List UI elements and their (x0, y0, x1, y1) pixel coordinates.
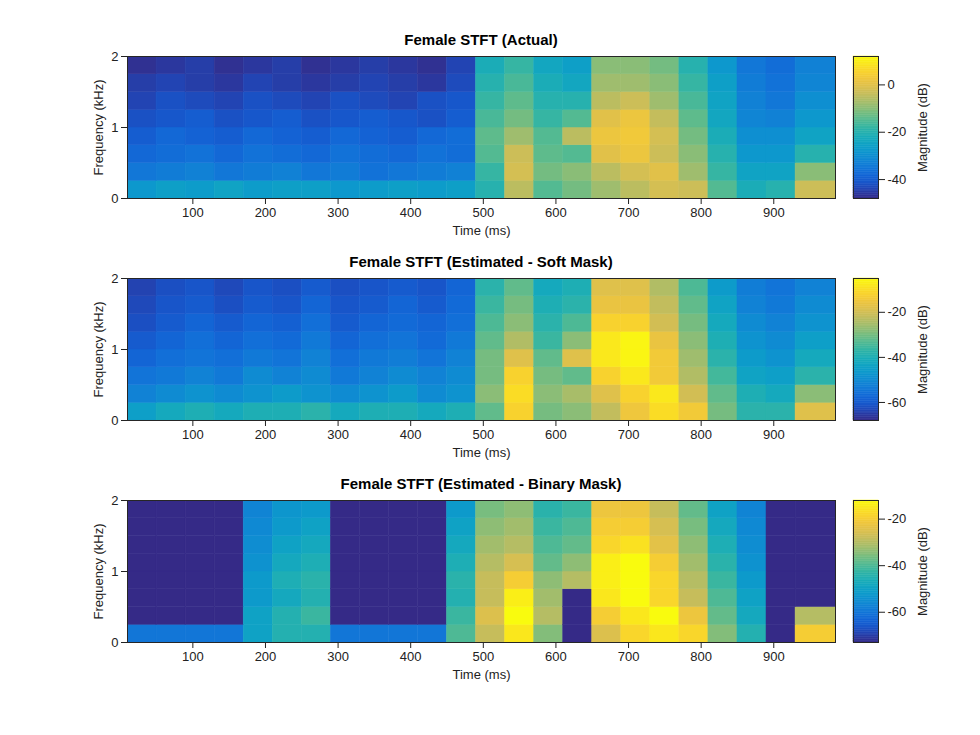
svg-text:0: 0 (888, 77, 895, 92)
svg-text:-60: -60 (888, 604, 907, 619)
svg-text:-40: -40 (888, 350, 907, 365)
svg-text:400: 400 (400, 205, 422, 220)
svg-text:Time (ms): Time (ms) (452, 223, 510, 238)
svg-text:1: 1 (111, 342, 118, 357)
svg-text:-20: -20 (888, 304, 907, 319)
svg-text:Frequency (kHz): Frequency (kHz) (91, 301, 106, 397)
svg-text:900: 900 (763, 205, 785, 220)
svg-text:1: 1 (111, 564, 118, 579)
svg-text:2: 2 (111, 272, 118, 286)
svg-text:Frequency (kHz): Frequency (kHz) (91, 79, 106, 175)
svg-text:300: 300 (327, 205, 349, 220)
svg-text:800: 800 (690, 205, 712, 220)
svg-text:700: 700 (618, 427, 640, 442)
svg-text:500: 500 (472, 427, 494, 442)
svg-text:0: 0 (111, 635, 118, 650)
svg-text:600: 600 (545, 649, 567, 664)
svg-text:200: 200 (255, 427, 277, 442)
svg-text:200: 200 (255, 649, 277, 664)
html-text:Female STFT (Estimated - Soft: Female STFT (Estimated - Soft Mask) (349, 253, 613, 270)
svg-text:800: 800 (690, 649, 712, 664)
svg-text:100: 100 (182, 205, 204, 220)
svg-text:Frequency (kHz): Frequency (kHz) (91, 523, 106, 619)
svg-text:-40: -40 (888, 558, 907, 573)
svg-text:0: 0 (111, 191, 118, 206)
svg-text:700: 700 (618, 205, 640, 220)
svg-text:Magnitude (dB): Magnitude (dB) (915, 527, 930, 616)
html-text:Female STFT (Actual): Female STFT (Actual) (404, 31, 558, 48)
svg-text:500: 500 (472, 649, 494, 664)
svg-text:2: 2 (111, 494, 118, 508)
svg-text:Time (ms): Time (ms) (452, 667, 510, 682)
svg-text:Magnitude (dB): Magnitude (dB) (915, 83, 930, 172)
svg-text:300: 300 (327, 649, 349, 664)
svg-text:-20: -20 (888, 511, 907, 526)
svg-text:1: 1 (111, 120, 118, 135)
svg-text:0: 0 (111, 413, 118, 428)
svg-text:700: 700 (618, 649, 640, 664)
svg-text:100: 100 (182, 649, 204, 664)
html-text:Female STFT (Estimated - Binar: Female STFT (Estimated - Binary Mask) (340, 475, 622, 492)
svg-text:900: 900 (763, 427, 785, 442)
svg-text:300: 300 (327, 427, 349, 442)
svg-text:600: 600 (545, 205, 567, 220)
svg-text:-20: -20 (888, 124, 907, 139)
svg-text:-40: -40 (888, 172, 907, 187)
svg-text:-60: -60 (888, 395, 907, 410)
svg-text:100: 100 (182, 427, 204, 442)
svg-text:500: 500 (472, 205, 494, 220)
svg-text:Magnitude (dB): Magnitude (dB) (915, 305, 930, 394)
svg-text:400: 400 (400, 649, 422, 664)
svg-text:900: 900 (763, 649, 785, 664)
svg-text:Time (ms): Time (ms) (452, 445, 510, 460)
svg-text:400: 400 (400, 427, 422, 442)
svg-text:2: 2 (111, 50, 118, 64)
svg-text:200: 200 (255, 205, 277, 220)
svg-text:800: 800 (690, 427, 712, 442)
svg-text:600: 600 (545, 427, 567, 442)
